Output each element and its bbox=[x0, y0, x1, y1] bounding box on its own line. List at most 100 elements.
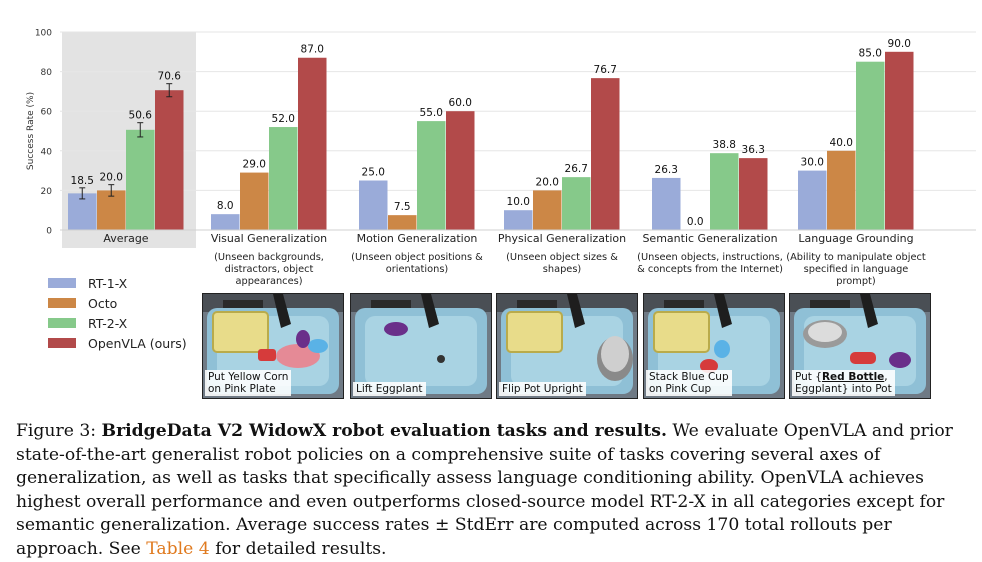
category-subtitle: distractors, object bbox=[225, 264, 314, 275]
bar-value-label: 76.7 bbox=[594, 64, 617, 76]
bar-octo bbox=[240, 172, 269, 230]
bar-rt-2-x bbox=[269, 127, 298, 230]
bar-value-label: 8.0 bbox=[217, 200, 234, 212]
bar-value-label: 20.0 bbox=[536, 176, 559, 188]
legend-swatch bbox=[48, 298, 76, 308]
bar-openvla-ours- bbox=[298, 57, 327, 230]
bar-rt-1-x bbox=[359, 180, 388, 230]
bar-openvla-ours- bbox=[155, 90, 184, 230]
sink-corn-plate-photo: Put Yellow Corn on Pink Plate bbox=[202, 293, 344, 399]
sink-scene bbox=[497, 294, 637, 398]
bar-value-label: 70.6 bbox=[158, 71, 182, 83]
legend-item: RT-1-X bbox=[48, 273, 187, 293]
bar-chart: 0 20 40 60 80 100 Success Rate (%) 18.5 20.0 50.6… bbox=[26, 29, 976, 287]
table-reference-link[interactable]: Table 4 bbox=[146, 538, 210, 559]
caption-bold-part: Red Bottle bbox=[821, 371, 885, 383]
legend-label: Octo bbox=[88, 295, 118, 311]
bar-value-label: 0.0 bbox=[687, 216, 704, 228]
category-label: Physical Generalization bbox=[498, 232, 626, 245]
bar-value-label: 40.0 bbox=[830, 137, 853, 149]
bar-rt-2-x bbox=[562, 177, 591, 230]
bar-value-label: 85.0 bbox=[859, 48, 882, 60]
category-subtitle: shapes) bbox=[543, 264, 582, 275]
category-subtitle: (Unseen object positions & bbox=[351, 252, 483, 263]
sink-scene bbox=[351, 294, 491, 398]
legend-swatch bbox=[48, 278, 76, 288]
figure-label: Figure 3: bbox=[16, 421, 102, 441]
bar-value-label: 60.0 bbox=[449, 97, 472, 109]
bar-value-label: 10.0 bbox=[507, 196, 530, 208]
thumbnail-caption: Lift Eggplant bbox=[353, 382, 426, 396]
category-subtitle: prompt) bbox=[836, 276, 875, 287]
category-subtitle: appearances) bbox=[235, 276, 302, 287]
bar-value-label: 38.8 bbox=[713, 139, 736, 151]
y-tick-label: 40 bbox=[41, 147, 53, 157]
bar-value-label: 87.0 bbox=[301, 44, 324, 56]
category-subtitle: (Unseen backgrounds, bbox=[214, 252, 324, 263]
bar-rt-1-x bbox=[504, 210, 533, 230]
category-label: Visual Generalization bbox=[211, 232, 327, 245]
bar-value-label: 30.0 bbox=[801, 157, 824, 169]
sink-eggplant-photo: Lift Eggplant bbox=[350, 293, 492, 399]
bar-rt-2-x bbox=[126, 129, 155, 230]
bar-octo bbox=[533, 190, 562, 230]
caption-body: We evaluate OpenVLA and prior state-of-t… bbox=[16, 421, 953, 559]
thumbnail-caption: Flip Pot Upright bbox=[499, 382, 586, 396]
thumbnail-caption: Put Yellow Corn on Pink Plate bbox=[205, 370, 292, 396]
bar-octo bbox=[97, 190, 126, 230]
bar-openvla-ours- bbox=[591, 78, 620, 230]
sink-cups-photo: Stack Blue Cup on Pink Cup bbox=[643, 293, 785, 399]
bar-value-label: 26.3 bbox=[655, 164, 678, 176]
bar-value-label: 25.0 bbox=[362, 167, 385, 179]
bar-rt-1-x bbox=[798, 170, 827, 230]
category-subtitle: (Unseen objects, instructions, bbox=[637, 252, 783, 263]
sink-bottle-pot-photo: Put {Red Bottle, Eggplant} into Pot bbox=[789, 293, 931, 399]
y-tick-label: 20 bbox=[41, 187, 53, 197]
bar-value-label: 36.3 bbox=[742, 144, 765, 156]
bar-rt-2-x bbox=[710, 153, 739, 230]
bar-octo bbox=[827, 150, 856, 230]
y-axis-label: Success Rate (%) bbox=[26, 92, 36, 170]
y-tick-label: 100 bbox=[35, 29, 52, 39]
chart-legend: RT-1-X Octo RT-2-X OpenVLA (ours) bbox=[48, 273, 187, 353]
bar-value-label: 90.0 bbox=[888, 38, 911, 50]
bar-rt-1-x bbox=[68, 193, 97, 230]
bar-value-label: 29.0 bbox=[243, 159, 266, 171]
bar-value-label: 52.0 bbox=[272, 113, 295, 125]
legend-label: RT-1-X bbox=[88, 275, 128, 291]
legend-item: OpenVLA (ours) bbox=[48, 333, 187, 353]
y-tick-label: 80 bbox=[41, 68, 53, 78]
category-subtitle: & concepts from the Internet) bbox=[637, 264, 783, 275]
category-label: Language Grounding bbox=[798, 232, 913, 245]
thumbnail-caption: Stack Blue Cup on Pink Cup bbox=[646, 370, 732, 396]
legend-swatch bbox=[48, 318, 76, 328]
bar-value-label: 26.7 bbox=[565, 163, 588, 175]
bar-value-label: 20.0 bbox=[100, 172, 123, 184]
category-subtitle: (Ability to manipulate object bbox=[786, 252, 926, 263]
bar-rt-1-x bbox=[652, 177, 681, 230]
bar-openvla-ours- bbox=[446, 111, 475, 230]
y-tick-label: 0 bbox=[46, 227, 52, 237]
sink-pot-photo: Flip Pot Upright bbox=[496, 293, 638, 399]
legend-item: Octo bbox=[48, 293, 187, 313]
bar-openvla-ours- bbox=[885, 51, 914, 230]
bar-openvla-ours- bbox=[739, 158, 768, 230]
bar-value-label: 7.5 bbox=[394, 201, 411, 213]
legend-swatch bbox=[48, 338, 76, 348]
legend-item: RT-2-X bbox=[48, 313, 187, 333]
category-subtitle: (Unseen object sizes & bbox=[506, 252, 618, 263]
bar-octo bbox=[388, 215, 417, 230]
legend-label: RT-2-X bbox=[88, 315, 128, 331]
bar-value-label: 50.6 bbox=[129, 110, 153, 122]
category-label: Motion Generalization bbox=[357, 232, 478, 245]
caption-part: Put { bbox=[795, 371, 822, 383]
bar-rt-2-x bbox=[417, 121, 446, 230]
thumbnail-caption: Put {Red Bottle, Eggplant} into Pot bbox=[792, 370, 895, 396]
figure-title: BridgeData V2 WidowX robot evaluation ta… bbox=[101, 421, 667, 441]
category-label: Semantic Generalization bbox=[642, 232, 777, 245]
category-subtitle: orientations) bbox=[386, 264, 449, 275]
legend-label: OpenVLA (ours) bbox=[88, 335, 187, 351]
sink-scene bbox=[644, 294, 784, 398]
bar-value-label: 18.5 bbox=[71, 175, 94, 187]
figure-caption: Figure 3: BridgeData V2 WidowX robot eva… bbox=[16, 420, 976, 562]
